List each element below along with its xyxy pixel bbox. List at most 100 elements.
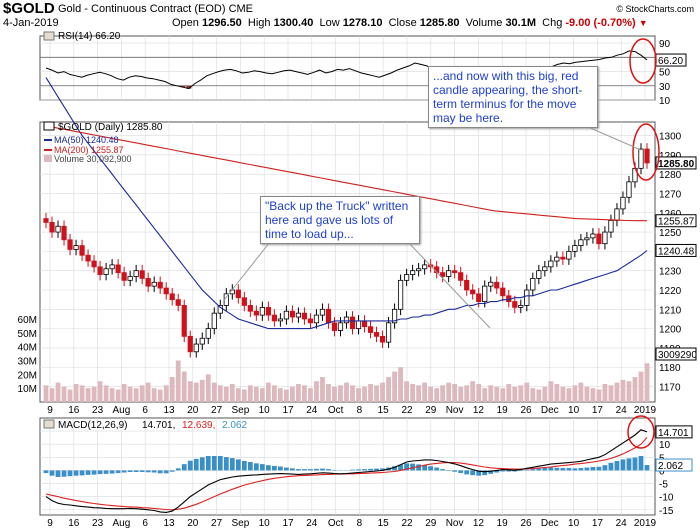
- volume-bar: [530, 388, 536, 402]
- volume-bar: [590, 388, 596, 402]
- volume-bar: [404, 381, 409, 402]
- annotation-middle: "Back up the Truck" written here and gav…: [260, 196, 420, 244]
- candle-body: [43, 218, 49, 223]
- x-tick-label: 22: [401, 405, 413, 416]
- macd-legend-value: 14.701,: [142, 420, 175, 431]
- macd-value-box: [655, 425, 693, 439]
- volume-bar: [626, 381, 632, 402]
- volume-label: Volume: [465, 17, 503, 29]
- x-tick-label: 6: [142, 518, 148, 529]
- macd-histogram-bar: [572, 468, 578, 471]
- volume-bar: [73, 384, 79, 402]
- macd-histogram-bar: [223, 457, 229, 471]
- annotation-pointer: [407, 241, 491, 329]
- macd-histogram-bar: [253, 463, 259, 471]
- macd-histogram-bar: [163, 470, 169, 474]
- volume-bar: [296, 384, 301, 402]
- macd-histogram-bar: [139, 470, 145, 473]
- candle-body: [133, 270, 139, 277]
- x-tick-label: Nov: [446, 405, 464, 416]
- x-tick-label: 12: [473, 518, 485, 529]
- macd-histogram-bar: [121, 470, 127, 473]
- candle-body: [307, 318, 314, 324]
- volume-bar: [199, 379, 205, 402]
- macd-histogram-bar: [350, 469, 355, 471]
- x-tick-label: 8: [357, 405, 363, 416]
- x-tick-label: 12: [473, 405, 485, 416]
- ma50-value-box: [655, 243, 697, 257]
- volume-bar: [277, 388, 283, 402]
- macd-histogram-bar: [536, 468, 542, 471]
- x-tick-label: 10: [259, 518, 271, 529]
- volume-bar: [85, 388, 91, 402]
- x-tick-label: 20: [187, 405, 199, 416]
- x-tick-label: 24: [616, 518, 628, 529]
- candle-body: [127, 276, 133, 281]
- candle-body: [115, 264, 121, 274]
- volume-bar: [566, 388, 572, 402]
- volume-bar: [470, 381, 476, 402]
- candle-body: [500, 287, 506, 297]
- candle-body: [470, 289, 476, 295]
- macd-histogram-bar: [265, 465, 271, 471]
- macd-histogram-bar: [452, 470, 458, 472]
- hist-value-box-label: 2.062: [658, 461, 683, 472]
- volume-tick-label: 30M: [18, 356, 37, 367]
- macd-histogram-bar: [290, 468, 295, 471]
- macd-histogram-bar: [271, 465, 277, 471]
- candle-body: [355, 320, 362, 330]
- macd-histogram-bar: [49, 470, 55, 476]
- ma50-line: [45, 77, 648, 330]
- x-tick-label: 29: [425, 518, 437, 529]
- x-tick-label: 23: [92, 518, 104, 529]
- macd-histogram-bar: [259, 464, 265, 471]
- candle-body: [337, 322, 344, 331]
- macd-histogram-bar: [602, 465, 608, 471]
- ma200-value-box: [655, 214, 697, 228]
- rsi-legend-swatch: [43, 31, 55, 41]
- candle-body: [325, 308, 332, 324]
- macd-histogram-bar: [428, 466, 434, 471]
- macd-histogram-bar: [211, 456, 217, 471]
- volume-bar: [223, 386, 229, 402]
- candle-body: [67, 239, 73, 250]
- volume-bar: [512, 386, 518, 402]
- rsi-last-label: 66.20: [658, 56, 683, 67]
- annotation-pointer: [223, 241, 271, 301]
- candle-body: [193, 343, 199, 353]
- candle-body: [584, 237, 590, 241]
- x-tick-label: 16: [68, 518, 80, 529]
- candle-body: [211, 312, 217, 330]
- candle-body: [578, 239, 584, 246]
- volume-bar: [464, 385, 470, 402]
- volume-bar: [55, 382, 61, 402]
- brand-label: © StockCharts.com: [616, 4, 694, 14]
- macd-histogram-bar: [85, 470, 91, 475]
- candle-body: [626, 181, 632, 198]
- volume-bar: [368, 384, 373, 402]
- price-legend-label: $GOLD (Daily) 1285.80: [58, 122, 163, 133]
- x-tick-label: 15: [378, 518, 390, 529]
- close-value-box-label: 1285.80: [658, 159, 695, 170]
- x-tick-label: 13: [163, 518, 175, 529]
- x-tick-label: Oct: [328, 518, 344, 529]
- candle-body: [422, 264, 428, 270]
- hist-value-box: [655, 458, 693, 472]
- candle-body: [620, 196, 626, 210]
- volume-bar: [217, 385, 223, 402]
- macd-histogram-bar: [476, 470, 482, 476]
- macd-histogram-bar: [560, 468, 566, 471]
- macd-histogram-bar: [380, 468, 385, 471]
- price-tick-label: 1230: [659, 267, 682, 278]
- x-tick-label: Oct: [328, 405, 344, 416]
- macd-histogram-bar: [398, 464, 403, 471]
- x-tick-label: 13: [163, 405, 175, 416]
- rsi-oversold-fill: [186, 85, 192, 89]
- macd-histogram-bar: [205, 456, 211, 471]
- macd-histogram-bar: [217, 456, 223, 471]
- volume-bar: [596, 389, 602, 402]
- macd-histogram-bar: [61, 470, 67, 477]
- macd-histogram-bar: [284, 467, 289, 471]
- candle-body: [301, 312, 308, 320]
- open-value: 1296.50: [201, 17, 242, 29]
